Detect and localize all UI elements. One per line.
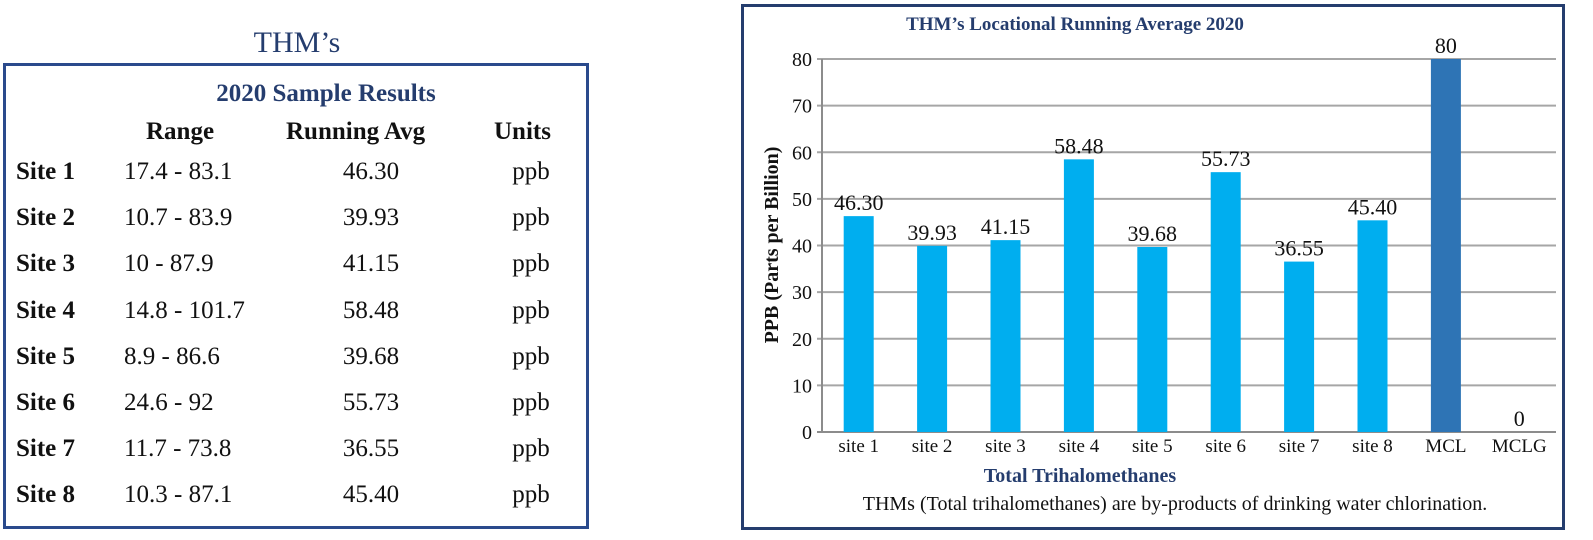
bar-mcl (1430, 59, 1461, 432)
chart-caption: THMs (Total trihalomethanes) are by-prod… (863, 493, 1488, 515)
cell-site: Site 6 (16, 389, 76, 416)
cell-avg: 39.68 (342, 342, 400, 370)
y-tick-label: 80 (792, 49, 812, 71)
cell-avg: 36.55 (342, 435, 400, 463)
table-title: THM’s (253, 26, 341, 59)
cell-avg: 39.93 (342, 204, 400, 232)
table-row: Site 1 17.4 - 83.1 46.30 ppb (6, 158, 586, 198)
x-tick-label: site 8 (1352, 436, 1393, 457)
cell-units: ppb (512, 342, 550, 370)
x-tick-label: site 4 (1059, 436, 1100, 457)
table-row: Site 3 10 - 87.9 41.15 ppb (6, 250, 586, 290)
x-tick-label: site 3 (985, 436, 1026, 457)
cell-units: ppb (512, 250, 550, 278)
cell-range: 10.3 - 87.1 (124, 481, 233, 509)
bar-site-2 (917, 245, 948, 432)
table-row: Site 7 11.7 - 73.8 36.55 ppb (6, 435, 586, 475)
cell-range: 8.9 - 86.6 (124, 342, 220, 370)
x-tick-label: MCL (1425, 436, 1466, 457)
x-tick-label: site 6 (1205, 436, 1246, 457)
data-label: 0 (1514, 406, 1525, 431)
cell-avg: 45.40 (342, 481, 400, 509)
table-row: Site 4 14.8 - 101.7 58.48 ppb (6, 297, 586, 337)
x-tick-label: site 1 (838, 436, 879, 457)
y-tick-label: 20 (792, 329, 812, 351)
table-row: Site 5 8.9 - 86.6 39.68 ppb (6, 343, 586, 383)
y-tick-label: 30 (792, 282, 812, 304)
y-tick-label: 40 (792, 236, 812, 258)
x-tick-label: site 7 (1279, 436, 1320, 457)
data-label: 55.73 (1201, 146, 1251, 171)
x-axis-label: Total Trihalomethanes (984, 465, 1177, 487)
bar-site-4 (1063, 159, 1094, 432)
header-units: Units (494, 118, 551, 145)
cell-range: 24.6 - 92 (124, 389, 214, 416)
cell-units: ppb (512, 296, 550, 324)
header-running-avg: Running Avg (286, 118, 426, 145)
cell-units: ppb (512, 204, 550, 232)
cell-range: 14.8 - 101.7 (124, 296, 245, 324)
cell-units: ppb (512, 481, 550, 509)
cell-avg: 58.48 (342, 296, 400, 324)
y-tick-label: 10 (792, 375, 812, 397)
y-axis-label: PPB (Parts per Billion) (761, 147, 783, 344)
table-row: Site 2 10.7 - 83.9 39.93 ppb (6, 204, 586, 244)
bar-site-7 (1284, 261, 1315, 432)
cell-units: ppb (512, 435, 550, 463)
cell-avg: 46.30 (342, 158, 400, 185)
cell-site: Site 3 (16, 250, 76, 278)
x-tick-label: site 5 (1132, 436, 1173, 457)
cell-site: Site 7 (16, 435, 76, 463)
data-label: 36.55 (1274, 236, 1324, 261)
cell-range: 10 - 87.9 (124, 250, 214, 278)
cell-site: Site 1 (16, 158, 76, 185)
cell-range: 17.4 - 83.1 (124, 158, 233, 185)
data-label: 45.40 (1348, 194, 1398, 219)
x-tick-label: MCLG (1492, 436, 1547, 457)
bar-site-3 (990, 240, 1021, 432)
cell-units: ppb (512, 158, 550, 185)
cell-avg: 41.15 (342, 250, 400, 278)
cell-site: Site 8 (16, 481, 76, 509)
bar-site-1 (843, 216, 874, 432)
cell-avg: 55.73 (342, 389, 400, 416)
cell-range: 11.7 - 73.8 (124, 435, 232, 463)
sample-results-table: 2020 Sample Results Range Running Avg Un… (3, 63, 589, 529)
header-range: Range (146, 118, 215, 145)
cell-site: Site 5 (16, 342, 76, 370)
cell-range: 10.7 - 83.9 (124, 204, 233, 232)
data-label: 80 (1435, 33, 1457, 58)
x-tick-label: site 2 (912, 436, 953, 457)
y-tick-label: 70 (792, 96, 812, 118)
data-label: 39.93 (907, 220, 957, 245)
cell-site: Site 2 (16, 204, 76, 232)
bar-site-8 (1357, 220, 1388, 432)
y-tick-label: 60 (792, 142, 812, 164)
chart-title: THM’s Locational Running Average 2020 (906, 14, 1244, 35)
cell-units: ppb (512, 389, 550, 416)
data-label: 46.30 (834, 190, 884, 215)
y-tick-label: 50 (792, 189, 812, 211)
bar-site-5 (1137, 246, 1168, 432)
data-label: 58.48 (1054, 133, 1104, 158)
chart-frame (741, 4, 1565, 530)
y-tick-label: 0 (802, 422, 812, 444)
cell-site: Site 4 (16, 296, 76, 324)
table-row: Site 6 24.6 - 92 55.73 ppb (6, 389, 586, 429)
bar-site-6 (1210, 172, 1241, 432)
table-row: Site 8 10.3 - 87.1 45.40 ppb (6, 481, 586, 521)
data-label: 39.68 (1128, 221, 1178, 246)
data-label: 41.15 (981, 214, 1031, 239)
table-subtitle: 2020 Sample Results (216, 80, 436, 107)
